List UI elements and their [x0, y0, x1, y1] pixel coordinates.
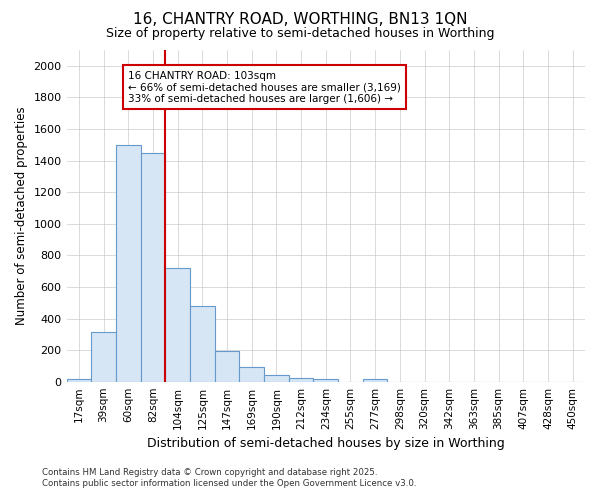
Bar: [313, 378, 338, 382]
Bar: [215, 351, 239, 382]
Y-axis label: Number of semi-detached properties: Number of semi-detached properties: [15, 106, 28, 325]
Bar: [363, 380, 388, 382]
Bar: [165, 268, 190, 382]
Bar: [190, 306, 215, 382]
Bar: [67, 378, 91, 382]
Text: Contains HM Land Registry data © Crown copyright and database right 2025.
Contai: Contains HM Land Registry data © Crown c…: [42, 468, 416, 487]
Bar: [264, 374, 289, 382]
Text: 16 CHANTRY ROAD: 103sqm
← 66% of semi-detached houses are smaller (3,169)
33% of: 16 CHANTRY ROAD: 103sqm ← 66% of semi-de…: [128, 70, 401, 104]
Bar: [239, 368, 264, 382]
Bar: [289, 378, 313, 382]
Bar: [91, 332, 116, 382]
X-axis label: Distribution of semi-detached houses by size in Worthing: Distribution of semi-detached houses by …: [147, 437, 505, 450]
Text: Size of property relative to semi-detached houses in Worthing: Size of property relative to semi-detach…: [106, 28, 494, 40]
Text: 16, CHANTRY ROAD, WORTHING, BN13 1QN: 16, CHANTRY ROAD, WORTHING, BN13 1QN: [133, 12, 467, 28]
Bar: [140, 152, 165, 382]
Bar: [116, 145, 140, 382]
